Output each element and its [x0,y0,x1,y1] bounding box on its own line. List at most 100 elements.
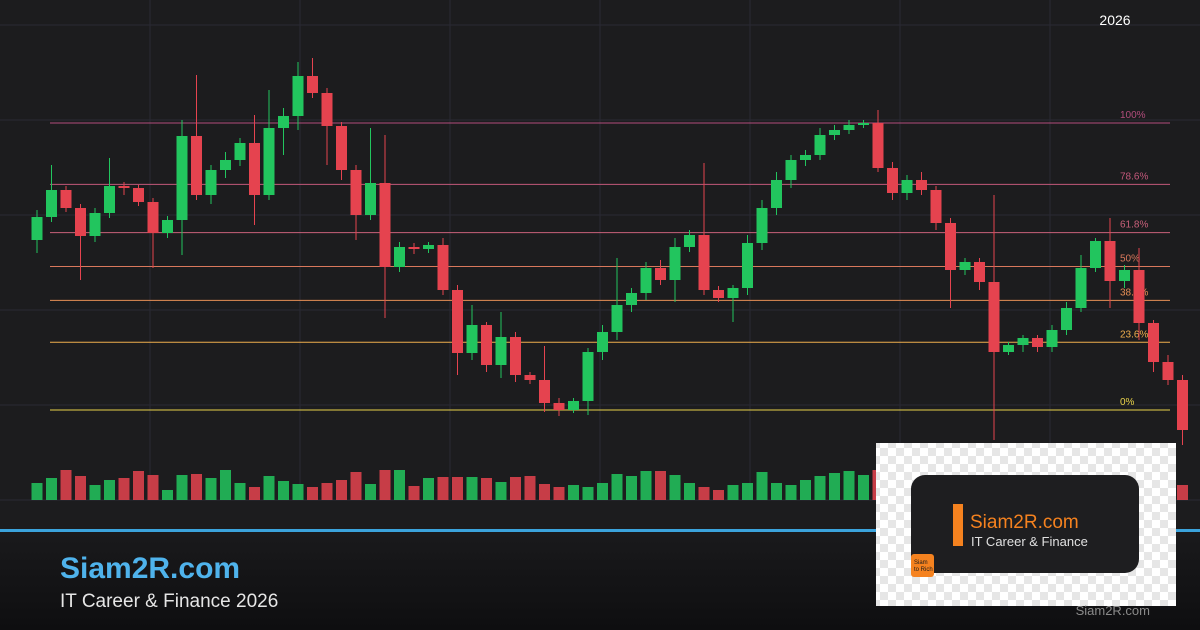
volume-bar [814,476,826,500]
candle-body [452,290,463,353]
candle-body [1090,241,1101,268]
volume-bar [278,481,289,500]
candle-body [959,262,971,270]
volume-bar [176,475,188,500]
candle-body [713,290,724,298]
candle-body [988,282,1000,352]
candle-body [1075,268,1087,308]
candle-body [916,180,927,190]
volume-bar [582,487,594,500]
candle-body [524,375,536,380]
volume-bar [408,486,420,500]
volume-bar [481,478,492,500]
candle-body [945,223,956,270]
candle-body [350,170,362,215]
site-title: Siam2R.com [60,552,240,585]
volume-bar [539,484,550,500]
candle-body [162,220,173,233]
candle-body [742,243,753,288]
candle-body [292,76,304,116]
candle-body [31,217,43,240]
fib-label: 100% [1120,110,1146,121]
candle-body [394,247,405,267]
volume-bar [611,474,623,500]
volume-bar [133,471,144,500]
volume-bar [46,478,57,500]
volume-bar [307,487,318,500]
candle-body [582,352,594,401]
volume-bar [365,484,376,500]
volume-bar [31,483,43,500]
candle-body [466,325,478,353]
candle-body [858,123,869,125]
candle-body [1017,338,1029,345]
volume-bar [321,483,333,500]
candle-body [379,183,391,267]
candle-body [669,247,681,280]
candle-body [1061,308,1072,330]
volume-bar [205,478,217,500]
card [911,475,1139,573]
candle-body [568,401,579,410]
grid [0,0,1200,501]
volume-bar [597,483,608,500]
candle-body [553,403,565,410]
candle-body [1003,345,1014,352]
volume-bar [394,470,405,500]
candle-body [684,235,695,247]
volume-bar [191,474,202,500]
candle-body [611,305,623,332]
volume-bar [727,485,739,500]
candle-body [510,337,521,375]
volume-bar [553,487,565,500]
volume-bar [1177,485,1188,500]
volume-bar [104,480,115,500]
volume-bar [220,470,231,500]
logo-text: to Rich [914,567,933,573]
candle-body [205,170,217,195]
candle-body [785,160,797,180]
candle-body [336,126,347,170]
logo [911,554,934,577]
candle-body [1162,362,1174,380]
candle-body [147,202,159,233]
volume-bar [669,475,681,500]
volume-bar [379,470,391,500]
candle-body [930,190,942,223]
candle-body [481,325,492,365]
volume-bar [118,478,130,500]
volume-bar [785,485,797,500]
divider [0,529,1200,532]
candle-body [1148,323,1159,362]
volume-bar [742,483,753,500]
candle-body [1119,270,1130,281]
candle-body [191,136,202,195]
fib-label: 78.6% [1120,171,1148,182]
candle-body [1046,330,1058,347]
volume-bar [771,483,782,500]
candle-body [104,186,115,213]
volume-bar [234,483,246,500]
watermark: Siam2R.com [1076,603,1150,618]
card-accent [953,504,963,546]
card-subtitle: IT Career & Finance [971,534,1088,549]
volume-bar [829,473,840,500]
candle-body [220,160,231,170]
candle-body [1133,270,1145,323]
preview-card: Siam2R.com IT Career & Finance Siam to R… [876,443,1176,606]
candle-body [176,136,188,220]
candle-body [887,168,898,193]
candle-body [1177,380,1188,430]
candle-body [1104,241,1116,281]
candle-body [756,208,768,243]
candle-body [597,332,608,352]
candle-body [133,188,144,202]
candle-body [814,135,826,155]
candle-body [278,116,289,128]
volume-bar [162,490,173,500]
volume-bar [147,475,159,500]
volume-bar [858,475,869,500]
candle-body [901,180,913,193]
volume-bar [756,472,768,500]
candle-body [626,293,637,305]
